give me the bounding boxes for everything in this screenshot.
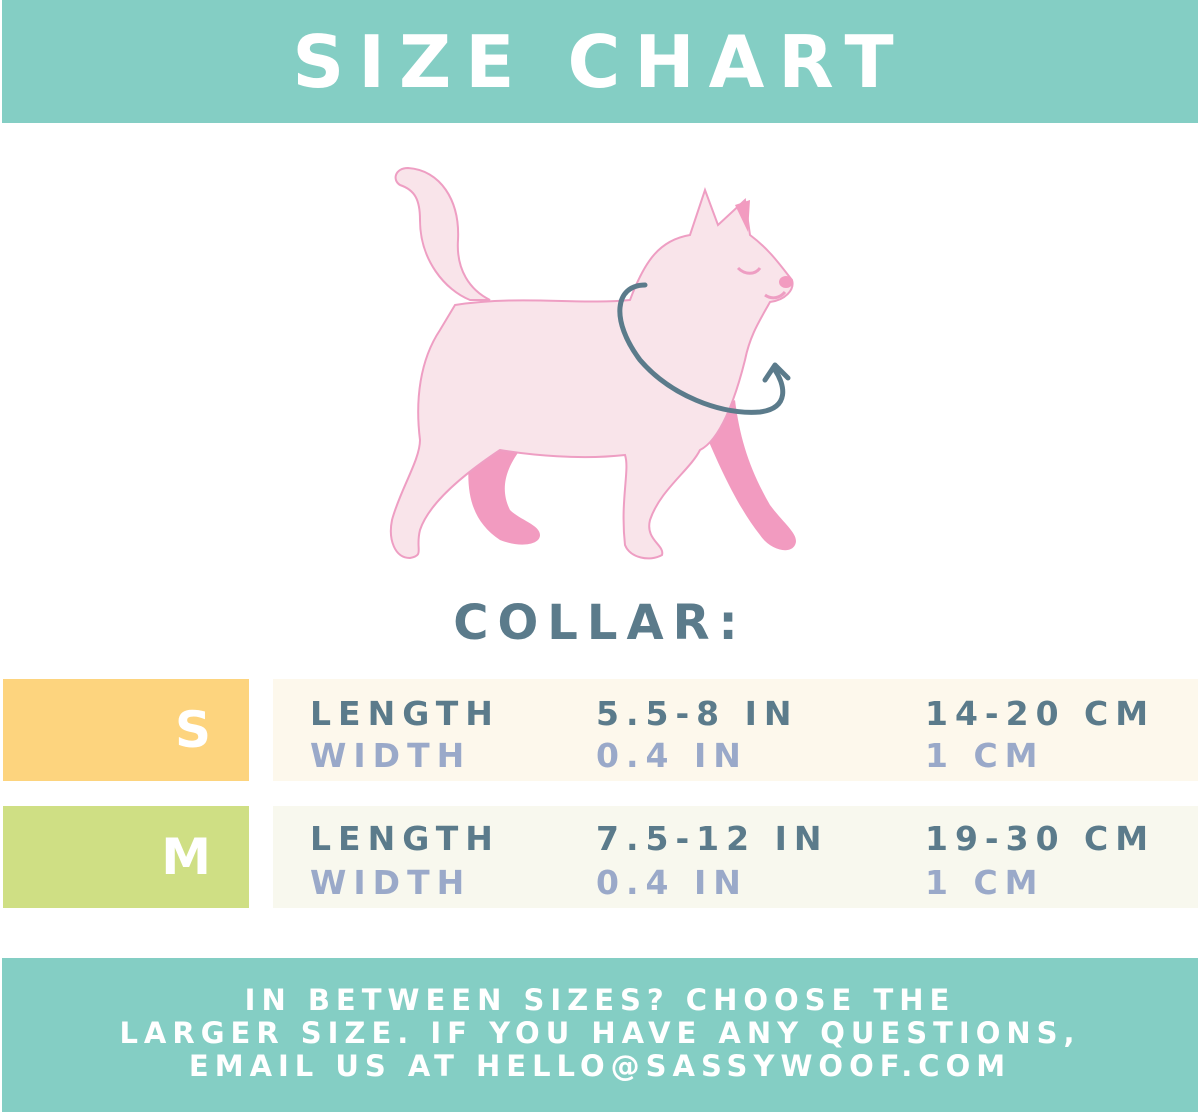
footer-line: LARGER SIZE. IF YOU HAVE ANY QUESTIONS, — [119, 1016, 1081, 1050]
header-banner: SIZE CHART — [2, 0, 1198, 123]
size-row-m: LENGTH WIDTH 7.5-12 IN 0.4 IN 19-30 CM 1… — [273, 806, 1198, 908]
size-label: M — [161, 828, 211, 886]
cat-collar-measure-illustration — [390, 166, 796, 560]
width-cm: 1 CM — [925, 863, 1045, 902]
size-label: S — [174, 701, 211, 759]
length-cm: 19-30 CM — [925, 819, 1156, 858]
footer-note: IN BETWEEN SIZES? CHOOSE THE LARGER SIZE… — [2, 958, 1198, 1112]
width-in: 0.4 IN — [596, 736, 748, 775]
width-in: 0.4 IN — [596, 863, 748, 902]
footer-line-email: EMAIL US AT HELLO@SASSYWOOF.COM — [188, 1049, 1012, 1083]
size-row-s: LENGTH WIDTH 5.5-8 IN 0.4 IN 14-20 CM 1 … — [273, 679, 1198, 781]
width-cm: 1 CM — [925, 736, 1045, 775]
length-label: LENGTH — [310, 694, 500, 733]
length-in: 7.5-12 IN — [596, 819, 829, 858]
footer-line: IN BETWEEN SIZES? CHOOSE THE — [244, 983, 956, 1017]
width-label: WIDTH — [310, 863, 472, 902]
page-title: SIZE CHART — [292, 19, 908, 104]
size-badge-s: S — [3, 679, 249, 781]
width-label: WIDTH — [310, 736, 472, 775]
section-title-collar: COLLAR: — [453, 595, 747, 651]
length-cm: 14-20 CM — [925, 694, 1156, 733]
size-badge-m: M — [3, 806, 249, 908]
length-label: LENGTH — [310, 819, 500, 858]
length-in: 5.5-8 IN — [596, 694, 799, 733]
